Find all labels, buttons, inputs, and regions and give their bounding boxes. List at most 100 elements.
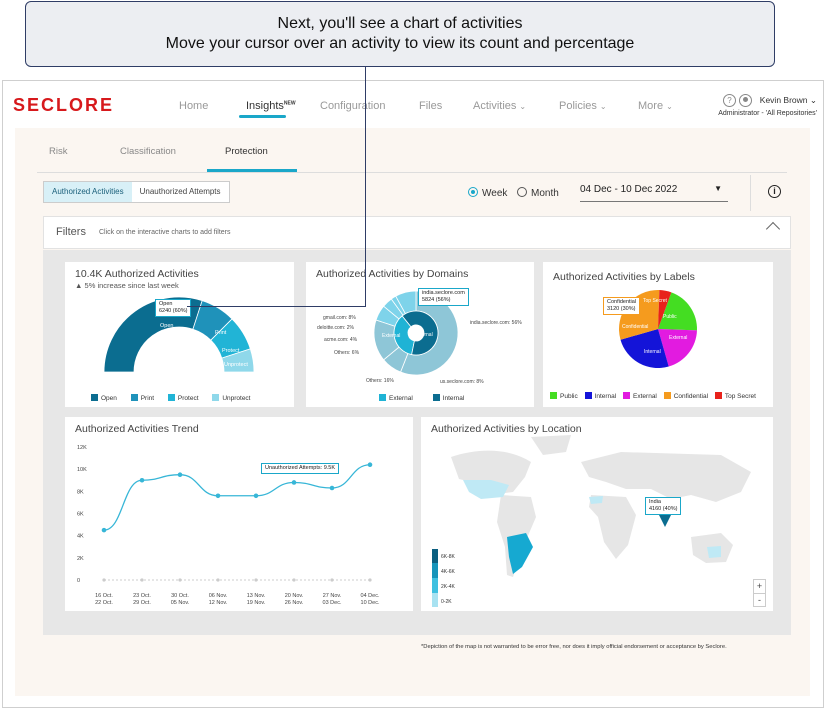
legend-item[interactable]: External <box>623 392 657 400</box>
legend-label: Confidential <box>673 393 709 400</box>
legend-label: Public <box>560 393 578 400</box>
month-radio[interactable]: Month <box>517 187 559 199</box>
user-menu[interactable]: Kevin Brown ⌄ Administrator - 'All Repos… <box>713 95 817 117</box>
tab-classification[interactable]: Classification <box>120 146 176 157</box>
help-icon[interactable]: ? <box>723 94 736 107</box>
dashboard-grid: 10.4K Authorized Activities ▲ 5% increas… <box>43 250 791 635</box>
domain-label-deloitte: deloitte.com: 2% <box>317 325 355 331</box>
y-tick-label: 12K <box>77 445 87 451</box>
zoom-out-button[interactable]: - <box>758 595 761 605</box>
filters-panel[interactable]: Filters Click on the interactive charts … <box>43 216 791 249</box>
chevron-up-icon[interactable] <box>765 221 781 237</box>
trend-point[interactable] <box>101 527 107 533</box>
region-australia[interactable] <box>707 546 721 558</box>
world-map[interactable] <box>421 417 773 611</box>
callout-connector <box>365 67 366 307</box>
domains-sunburst-chart[interactable]: External Internal gmail.com: 8% deloitte… <box>306 262 534 407</box>
legend-item[interactable]: Internal <box>432 394 464 402</box>
tooltip-value: 3120 (30%) <box>607 306 636 312</box>
zoom-in-button[interactable]: + <box>754 580 765 594</box>
trend-point[interactable] <box>215 493 221 499</box>
legend-swatch <box>167 394 175 401</box>
unauthorized-attempts-button[interactable]: Unauthorized Attempts <box>139 187 221 196</box>
legend-swatch <box>663 392 671 399</box>
date-range-select[interactable]: 04 Dec - 10 Dec 2022 ▼ <box>580 184 728 202</box>
legend-swatch <box>91 394 98 401</box>
legend-swatch <box>714 392 722 399</box>
trend-point[interactable] <box>367 462 373 468</box>
tab-protection[interactable]: Protection <box>225 146 268 157</box>
axis-dot <box>292 578 296 582</box>
scale-swatch <box>432 549 438 563</box>
legend-label: External <box>633 393 657 400</box>
x-tick-label: 13 Nov. <box>247 593 266 599</box>
legend-item[interactable]: Top Secret <box>714 392 756 400</box>
info-icon[interactable]: i <box>768 185 781 198</box>
inner-slice-internal[interactable] <box>401 310 439 356</box>
chart-tooltip: India 4160 (40%) <box>645 497 682 515</box>
inner-label-external: External <box>382 333 400 339</box>
map-zoom-controls: + - <box>753 579 766 607</box>
nav-configuration[interactable]: Configuration <box>320 100 386 112</box>
chart-tooltip: india.seclore.com 5824 (56%) <box>418 288 469 306</box>
legend-swatch <box>130 394 138 401</box>
nav-more[interactable]: More ⌄ <box>638 100 673 112</box>
tab-active-indicator <box>207 169 297 172</box>
legend-item[interactable]: Public <box>550 392 578 400</box>
nav-activities[interactable]: Activities ⌄ <box>473 100 526 112</box>
inner-slice-external[interactable] <box>393 315 415 356</box>
user-avatar-icon[interactable] <box>739 94 752 107</box>
scale-label: 2K-4K <box>441 584 455 590</box>
activities-legend: Open Print Protect Unprotect <box>91 394 251 402</box>
tooltip-name: India <box>649 499 661 505</box>
authorized-activities-button[interactable]: Authorized Activities <box>44 182 132 202</box>
y-tick-label: 4K <box>77 534 84 540</box>
legend-item[interactable]: Internal <box>584 392 616 400</box>
trend-point[interactable] <box>177 472 183 478</box>
trend-point[interactable] <box>253 493 259 499</box>
subtabs: Risk Classification Protection <box>37 143 787 173</box>
pie-slice-internal[interactable] <box>620 329 669 368</box>
nav-files[interactable]: Files <box>419 100 443 112</box>
nav-home[interactable]: Home <box>179 100 209 112</box>
x-tick-label: 29 Oct. <box>133 600 151 606</box>
y-tick-label: 8K <box>77 489 84 495</box>
tooltip-name: Confidential <box>607 299 637 305</box>
region-europe[interactable] <box>589 496 603 504</box>
map-legend-scale <box>432 549 438 607</box>
slice-unprotect[interactable] <box>221 348 255 373</box>
trend-point[interactable] <box>139 477 145 483</box>
region-brazil[interactable] <box>507 533 533 574</box>
callout-line-2: Move your cursor over an activity to vie… <box>165 35 635 52</box>
trend-line <box>103 464 371 531</box>
nav-policies[interactable]: Policies ⌄ <box>559 100 607 112</box>
axis-dot <box>216 578 220 582</box>
legend-item[interactable]: Unprotect <box>212 394 251 402</box>
trend-line-chart[interactable]: 0 2K 4K 6K 8K 10K 12K 16 Oct.22 Oct. 23 Oct.29 O… <box>65 417 413 611</box>
x-tick-label: 20 Nov. <box>285 593 304 599</box>
legend-swatch <box>550 392 557 399</box>
pie-slice-top-secret[interactable] <box>658 290 672 329</box>
labels-pie-chart[interactable]: Public External Internal Confidential To… <box>543 262 773 407</box>
card-title: Authorized Activities Trend <box>75 423 199 435</box>
label-unprotect: Unprotect <box>224 362 248 368</box>
region-usa[interactable] <box>463 480 509 499</box>
week-radio[interactable]: Week <box>468 187 507 199</box>
activities-donut-chart[interactable]: Open Print Protect Unprotect <box>65 262 294 407</box>
nav-insights[interactable]: InsightsNEW <box>246 100 296 112</box>
legend-item[interactable]: Protect <box>167 394 199 402</box>
map-legend-labels: 6K-8K 4K-6K 2K-4K 0-2K <box>441 550 455 610</box>
pie-slice-external[interactable] <box>658 329 697 367</box>
card-title: 10.4K Authorized Activities <box>75 268 199 280</box>
legend-item[interactable]: External <box>379 394 413 402</box>
card-authorized-activities: 10.4K Authorized Activities ▲ 5% increas… <box>65 262 294 407</box>
chevron-down-icon: ⌄ <box>519 102 527 111</box>
legend-item[interactable]: Confidential <box>663 392 709 400</box>
pie-slice-public[interactable] <box>658 292 697 331</box>
legend-item[interactable]: Print <box>130 394 154 402</box>
tab-risk[interactable]: Risk <box>49 146 68 157</box>
trend-point[interactable] <box>291 480 297 485</box>
legend-item[interactable]: Open <box>91 394 117 402</box>
trend-point[interactable] <box>329 485 335 491</box>
axis-dot <box>368 578 372 582</box>
